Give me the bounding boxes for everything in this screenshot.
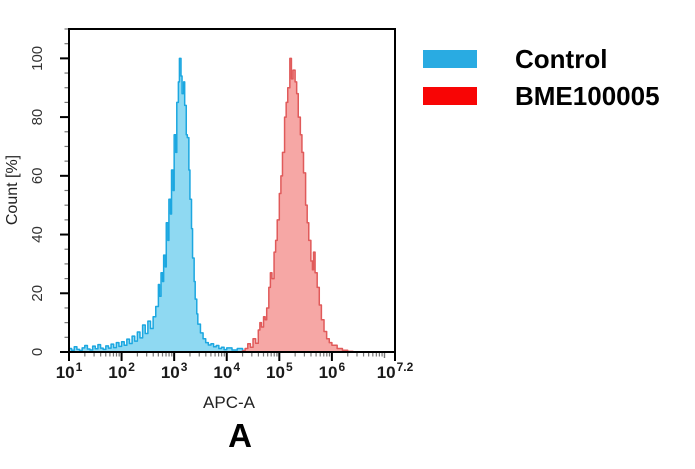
y-tick-label: 100 bbox=[29, 46, 46, 71]
x-tick-label: 106 bbox=[319, 360, 346, 382]
bme100005-color-swatch bbox=[423, 87, 477, 105]
x-tick-label: 105 bbox=[266, 360, 293, 382]
x-tick-label: 101 bbox=[56, 360, 83, 382]
histogram-chart: 0 20 40 60 80 100 101 102 103 104 105 106 107.2 APC-A… bbox=[4, 28, 414, 454]
y-tick-label: 40 bbox=[29, 226, 46, 243]
series-control bbox=[69, 57, 275, 352]
legend-label-bme100005: BME100005 bbox=[515, 81, 660, 111]
x-tick-label: 104 bbox=[213, 360, 240, 382]
series-bme100005 bbox=[236, 57, 354, 352]
x-tick-label: 102 bbox=[108, 360, 135, 382]
legend: Control BME100005 bbox=[423, 45, 660, 110]
x-tick-label: 107.2 bbox=[377, 360, 414, 382]
y-axis-ticks: 0 20 40 60 80 100 bbox=[29, 28, 69, 356]
legend-label-control: Control bbox=[515, 44, 608, 74]
legend-item-control: Control bbox=[423, 45, 660, 73]
y-tick-label: 80 bbox=[29, 109, 46, 126]
y-axis-title: Count [%] bbox=[4, 155, 21, 225]
histogram-series bbox=[69, 57, 354, 352]
y-tick-label: 0 bbox=[29, 348, 46, 356]
control-color-swatch bbox=[423, 50, 477, 68]
legend-item-bme100005: BME100005 bbox=[423, 82, 660, 110]
x-axis-title: APC-A bbox=[203, 393, 256, 412]
y-tick-label: 60 bbox=[29, 167, 46, 184]
plot-frame bbox=[68, 28, 396, 353]
panel-label: A bbox=[228, 417, 252, 454]
x-axis-ticks: 101 102 103 104 105 106 107.2 bbox=[56, 352, 414, 382]
y-tick-label: 20 bbox=[29, 285, 46, 302]
x-tick-label: 103 bbox=[161, 360, 188, 382]
